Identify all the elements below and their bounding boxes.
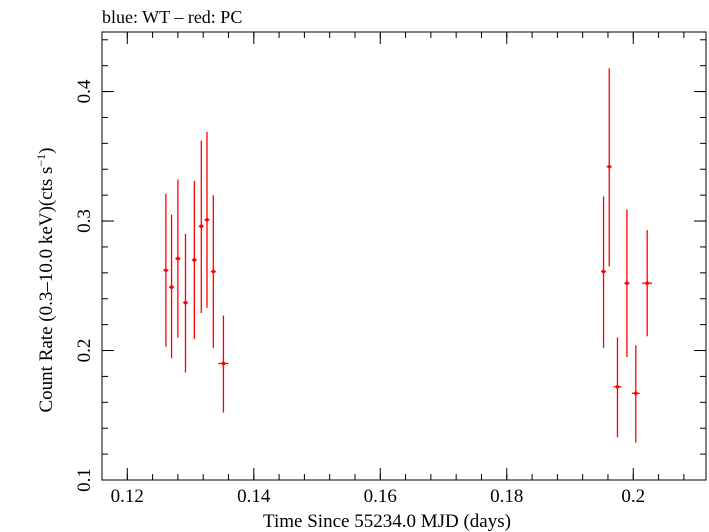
data-marker	[601, 269, 606, 274]
y-axis-label-close: )	[36, 147, 57, 153]
y-tick-label: 0.4	[74, 79, 95, 103]
data-marker	[211, 269, 216, 274]
data-marker	[615, 384, 620, 389]
data-points	[163, 68, 653, 443]
data-point	[191, 180, 197, 339]
axis-ticks	[101, 32, 706, 481]
y-tick-label: 0.2	[74, 339, 95, 363]
data-marker	[164, 268, 168, 273]
data-marker	[205, 217, 209, 222]
data-marker	[192, 258, 197, 262]
y-tick-label: 0.1	[74, 468, 95, 492]
data-marker	[607, 164, 612, 169]
data-point	[624, 209, 630, 357]
data-point	[218, 315, 229, 413]
y-axis-label-main: Count Rate (0.3–10.0 keV)(cts s	[36, 167, 57, 413]
data-marker	[183, 300, 188, 305]
data-point	[182, 233, 189, 373]
chart-title: blue: WT – red: PC	[102, 7, 242, 27]
data-marker	[176, 256, 180, 261]
data-marker	[199, 224, 204, 229]
data-point	[613, 337, 622, 438]
x-tick-label: 0.12	[111, 486, 144, 507]
x-tick-labels: 0.12 0.14 0.16 0.18 0.2	[111, 486, 645, 507]
data-point	[175, 179, 181, 338]
x-tick-label: 0.16	[364, 486, 397, 507]
y-axis-label: Count Rate (0.3–10.0 keV)(cts s−1)	[34, 147, 57, 412]
data-point	[601, 196, 607, 348]
data-marker	[625, 281, 629, 285]
plot-frame	[101, 31, 707, 481]
data-point	[632, 345, 640, 443]
y-axis-label-exponent: −1	[34, 154, 48, 167]
data-marker	[645, 281, 649, 285]
data-point	[210, 195, 216, 348]
x-tick-label: 0.18	[490, 486, 523, 507]
x-tick-label: 0.2	[621, 486, 645, 507]
x-tick-label: 0.14	[237, 486, 271, 507]
data-point	[204, 131, 210, 308]
data-point	[642, 230, 653, 337]
data-marker	[221, 361, 226, 366]
data-point	[163, 193, 169, 347]
data-point	[198, 140, 204, 313]
data-marker	[633, 391, 638, 396]
y-tick-labels: 0.1 0.2 0.3 0.4	[74, 79, 95, 492]
y-tick-label: 0.3	[74, 209, 95, 233]
data-marker	[169, 285, 174, 289]
data-point	[169, 214, 175, 359]
data-point	[606, 68, 612, 267]
x-axis-label: Time Since 55234.0 MJD (days)	[263, 511, 511, 532]
